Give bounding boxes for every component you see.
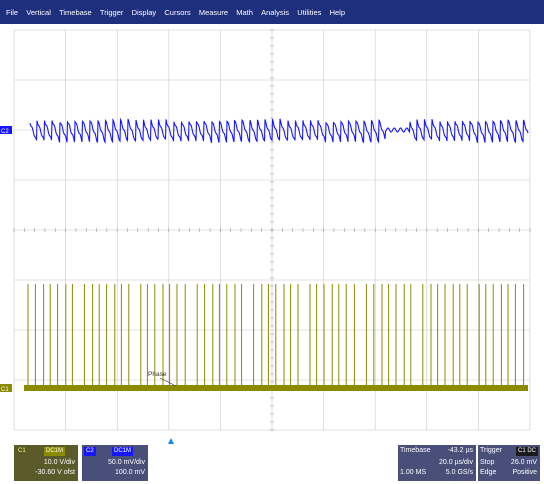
c2-trace <box>29 117 529 145</box>
timebase-samples: 1.00 MS <box>400 469 427 476</box>
c1-tag: C1 <box>18 448 26 454</box>
c1-descriptor[interactable]: C1 DC1M 10.0 V/div -30.60 V ofst <box>14 445 78 481</box>
menu-math[interactable]: Math <box>236 7 253 17</box>
scope-grid: C2 C1 Phase <box>0 29 531 431</box>
trigger-position-marker <box>168 438 174 444</box>
c1-scale: 10.0 V/div <box>43 459 75 466</box>
c2-tag: C2 <box>84 447 96 456</box>
timebase-rate: 5.0 GS/s <box>445 469 473 476</box>
phase-annotation-leader <box>159 377 177 387</box>
menu-vertical[interactable]: Vertical <box>26 7 51 17</box>
timebase-delay: -43.2 µs <box>447 447 473 454</box>
c1-offset: -30.60 V ofst <box>35 469 75 476</box>
menu-display[interactable]: Display <box>131 7 157 17</box>
c1-ground-label: C1 <box>1 387 9 393</box>
menu-cursors[interactable]: Cursors <box>164 7 191 17</box>
menu-analysis[interactable]: Analysis <box>261 7 290 17</box>
c2-scale: 50.0 mV/div <box>108 459 145 466</box>
trigger-slope: Positive <box>512 469 537 476</box>
menu-timebase[interactable]: Timebase <box>59 7 92 17</box>
c2-ground-marker <box>0 126 12 134</box>
trigger-descriptor[interactable]: Trigger C1 DC Stop 26.0 mV Edge Positive <box>478 445 540 481</box>
timebase-descriptor[interactable]: Timebase -43.2 µs 20.0 µs/div 1.00 MS 5.… <box>398 445 476 481</box>
timebase-label: Timebase <box>400 447 431 454</box>
menu-trigger[interactable]: Trigger <box>99 7 124 17</box>
trigger-mode: Stop <box>480 459 495 466</box>
trigger-level: 26.0 mV <box>510 459 537 466</box>
menu-utilities[interactable]: Utilities <box>297 7 322 17</box>
c2-ground-label: C2 <box>1 129 9 135</box>
c1-ground-marker <box>0 384 12 392</box>
menu-measure[interactable]: Measure <box>198 7 229 17</box>
c2-descriptor[interactable]: C2 DC1M 50.0 mV/div 100.0 mV <box>82 445 148 481</box>
phase-annotation: Phase <box>148 371 167 378</box>
waveform-display[interactable]: C2 C1 Phase <box>0 24 544 440</box>
trigger-type: Edge <box>480 469 497 476</box>
c2-coupling-badge: DC1M <box>112 447 134 456</box>
menu-bar: File Vertical Timebase Trigger Display Cursor… <box>0 0 544 24</box>
c2-offset: 100.0 mV <box>115 469 145 476</box>
menu-file[interactable]: File <box>6 7 19 17</box>
menu-help[interactable]: Help <box>329 7 345 17</box>
timebase-per-div: 20.0 µs/div <box>439 459 473 466</box>
trigger-source-badge: C1 DC <box>515 447 538 456</box>
trigger-label: Trigger <box>480 447 502 454</box>
c1-coupling-badge: DC1M <box>44 447 66 456</box>
